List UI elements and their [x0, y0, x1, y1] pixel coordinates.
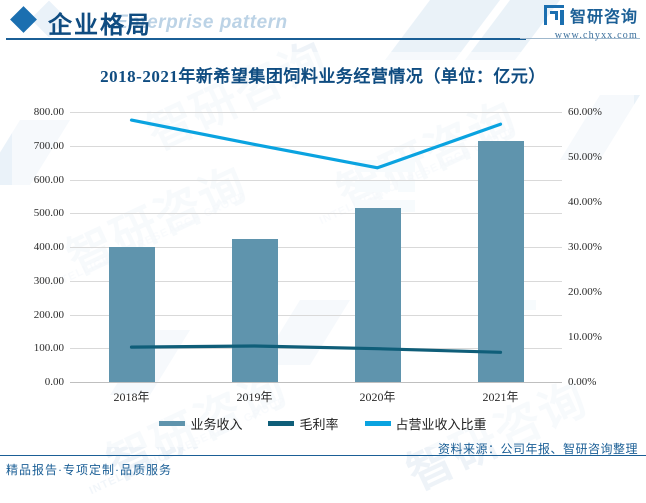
page-title: 企业格局	[48, 13, 152, 39]
legend-item-revenue[interactable]: 业务收入	[159, 414, 242, 433]
x-axis-tick-2021: 2021年	[482, 390, 519, 404]
legend-swatch-icon	[364, 421, 391, 426]
x-axis-tick-2018: 2018年	[113, 390, 150, 404]
bar-2019	[231, 239, 278, 382]
footer-rule	[0, 455, 646, 456]
page-header: Enterprise pattern 企业格局 智研咨询 www.chyxx.c…	[0, 0, 646, 44]
y-axis-tick: 300.00	[33, 274, 64, 287]
line-gross-margin	[129, 344, 503, 354]
legend-item-gross-margin[interactable]: 毛利率	[268, 414, 339, 433]
y2-axis-tick: 60.00%	[568, 106, 602, 118]
chart-legend: 业务收入 毛利率 占营业收入比重	[12, 414, 634, 433]
x-axis-tick-2019: 2019年	[236, 390, 273, 404]
plot-area	[70, 112, 562, 383]
source-note: 资料来源：公司年报、智研咨询整理	[437, 442, 638, 456]
x-axis-tick-2020: 2020年	[359, 390, 396, 404]
legend-item-revenue-share[interactable]: 占营业收入比重	[364, 414, 487, 433]
brand: 智研咨询 www.chyxx.com	[543, 3, 638, 41]
y-axis-tick: 400.00	[33, 241, 64, 253]
chart-card: 2018-2021年新希望集团饲料业务经营情况（单位：亿元） 800.00 70…	[12, 52, 634, 447]
chyxx-logo-icon	[543, 5, 564, 25]
y-axis-tick: 600.00	[33, 173, 64, 186]
y-axis-tick: 100.00	[33, 342, 64, 355]
header-rule-thin	[520, 38, 640, 39]
y-axis-tick: 500.00	[33, 207, 64, 220]
gridline	[70, 247, 562, 248]
legend-label: 业务收入	[190, 417, 243, 432]
footer-tagline: 精品报告·专项定制·品质服务	[6, 463, 172, 477]
y-axis-tick: 700.00	[33, 139, 64, 152]
bar-2021	[477, 141, 524, 382]
header-subtitle: Enterprise pattern	[115, 12, 288, 33]
legend-swatch-icon	[159, 421, 186, 426]
legend-label: 占营业收入比重	[395, 417, 487, 432]
y2-axis-tick: 30.00%	[568, 241, 602, 253]
legend-swatch-icon	[268, 421, 295, 426]
line-series-layer	[129, 118, 503, 354]
y2-axis-tick: 40.00%	[568, 196, 602, 208]
gridline	[70, 179, 562, 181]
y2-axis-tick: 0.00%	[568, 376, 597, 388]
y2-axis-tick: 20.00%	[568, 286, 602, 298]
y-axis-tick: 0.00	[44, 376, 64, 388]
chart-title: 2018-2021年新希望集团饲料业务经营情况（单位：亿元）	[100, 67, 546, 86]
bar-2018	[108, 247, 155, 382]
header-rule	[6, 38, 526, 40]
gridline	[70, 280, 562, 282]
gridline	[70, 145, 562, 147]
axis-baseline	[70, 382, 562, 383]
bar-2020	[354, 207, 401, 382]
y-axis-tick: 800.00	[33, 106, 64, 118]
legend-label: 毛利率	[299, 417, 339, 432]
gridline	[70, 213, 562, 215]
y2-axis-tick: 50.00%	[568, 151, 602, 163]
gridline	[70, 314, 562, 316]
brand-url: www.chyxx.com	[554, 30, 638, 41]
gridline	[70, 112, 562, 113]
y2-axis-tick: 10.00%	[568, 331, 602, 343]
line-revenue-share	[129, 118, 503, 170]
brand-name: 智研咨询	[569, 9, 638, 26]
diamond-bullet-icon	[10, 6, 37, 33]
y-axis-tick: 200.00	[33, 308, 64, 321]
